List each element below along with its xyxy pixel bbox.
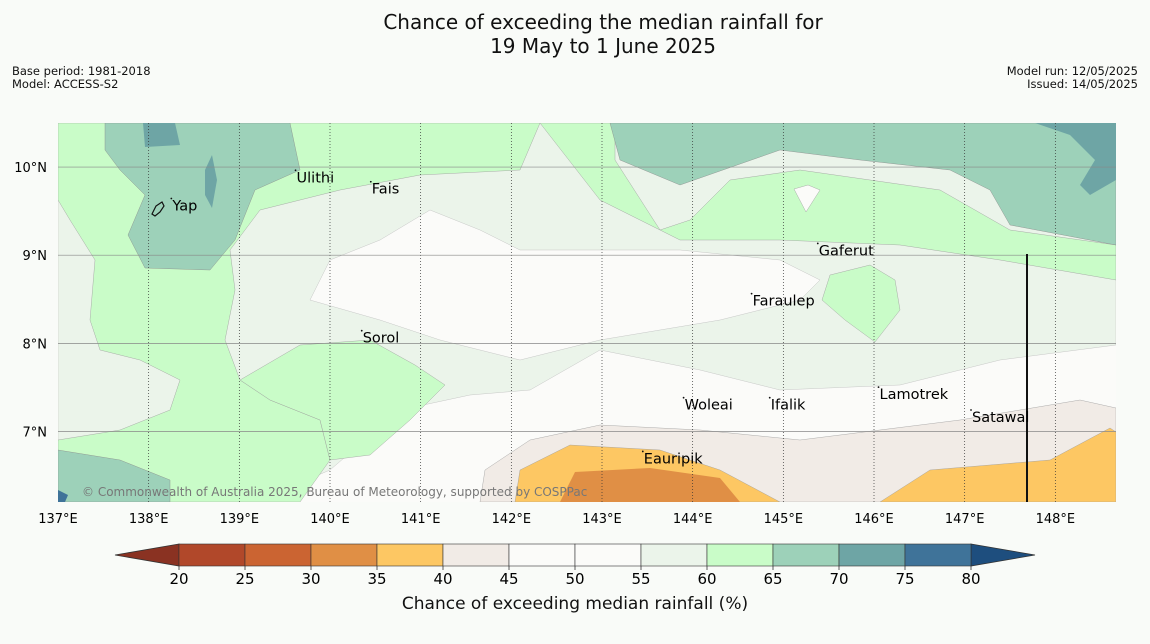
lat-tick-label: 10°N [14,161,47,176]
colorbar-tick-label: 80 [961,570,980,588]
colorbar-tick-label: 45 [499,570,518,588]
lat-tick-label: 9°N [23,249,48,264]
yap-island-outline [151,201,165,217]
colorbar-swatch [178,543,246,567]
place-label: Lamotrek [880,387,949,403]
colorbar-swatch [838,543,906,567]
colorbar-under-arrow [114,543,180,567]
place-label: Sorol [363,331,400,347]
place-marker [768,396,771,399]
colorbar: 20 25 30 35 40 45 50 55 60 65 70 75 80 [114,543,1036,588]
place-label: Gaferut [819,243,874,259]
lon-tick-label: 146°E [854,512,894,527]
colorbar-swatch [310,543,378,567]
colorbar-swatch [442,543,510,567]
lon-tick-label: 139°E [220,512,260,527]
place-label: Satawal [972,410,1029,426]
lon-tick-label: 140°E [310,512,350,527]
colorbar-swatch [772,543,840,567]
colorbar-swatch [574,543,642,567]
colorbar-swatch [376,543,444,567]
place-label: Ulithi [297,170,335,186]
colorbar-tick-label: 25 [235,570,254,588]
place-marker [170,197,173,200]
lon-tick-label: 144°E [673,512,713,527]
place-labels: Yap Ulithi Fais Gaferut Faraulep Sorol Woleai I… [170,169,1029,467]
colorbar-tick-label: 30 [301,570,320,588]
lon-tick-label: 137°E [38,512,78,527]
place-label: Woleai [685,398,733,414]
colorbar-tick-label: 75 [895,570,914,588]
place-label: Fais [372,182,399,198]
colorbar-label: Chance of exceeding median rainfall (%) [401,594,749,614]
copyright-text: © Commonwealth of Australia 2025, Bureau… [82,485,587,499]
place-marker [816,242,819,245]
colorbar-swatch [706,543,774,567]
place-marker [369,180,372,183]
place-label: Ifalik [771,398,806,414]
place-marker [750,292,753,295]
lon-tick-label: 143°E [582,512,622,527]
place-label: Yap [171,198,197,214]
colorbar-over-arrow [970,543,1036,567]
title-line-1: Chance of exceeding the median rainfall … [383,10,823,34]
colorbar-swatch [904,543,972,567]
meta-left: Base period: 1981-2018 Model: ACCESS-S2 [12,65,151,91]
colorbar-swatch [640,543,708,567]
model-name: Model: ACCESS-S2 [12,77,119,91]
place-marker [877,386,880,389]
place-label: Eauripik [644,451,703,467]
colorbar-tick-label: 55 [631,570,650,588]
place-marker [294,169,297,172]
issued-date: Issued: 14/05/2025 [1027,77,1138,91]
map-figure: Yap Ulithi Fais Gaferut Faraulep Sorol Woleai I… [14,123,1116,588]
rainfall-contours [58,123,1116,502]
lon-tick-label: 138°E [129,512,169,527]
colorbar-tick-label: 35 [367,570,386,588]
place-label: Faraulep [753,294,815,310]
chart-title: Chance of exceeding the median rainfall … [0,10,1150,58]
lon-tick-label: 145°E [764,512,804,527]
colorbar-swatch [244,543,312,567]
colorbar-tick-label: 60 [697,570,716,588]
lon-tick-label: 142°E [492,512,532,527]
lat-tick-label: 8°N [23,337,48,352]
colorbar-tick-label: 70 [829,570,848,588]
lat-tick-label: 7°N [23,425,48,440]
place-marker [682,396,685,399]
graticule [58,123,1116,502]
title-line-2: 19 May to 1 June 2025 [490,34,716,58]
place-marker [360,329,363,332]
colorbar-tick-label: 20 [169,570,188,588]
colorbar-swatch [508,543,576,567]
longitude-tick-labels: 137°E 138°E 139°E 140°E 141°E 142°E 143°E 144°E… [38,512,1075,527]
place-marker [641,450,644,453]
base-period: Base period: 1981-2018 [12,64,151,78]
lon-tick-label: 141°E [401,512,441,527]
lon-tick-label: 148°E [1036,512,1076,527]
colorbar-tick-label: 65 [763,570,782,588]
colorbar-tick-label: 40 [433,570,452,588]
model-run: Model run: 12/05/2025 [1006,64,1138,78]
meta-right: Model run: 12/05/2025 Issued: 14/05/2025 [1007,65,1138,91]
latitude-tick-labels: 10°N 9°N 8°N 7°N [14,161,47,440]
place-marker [970,409,972,411]
lon-tick-label: 147°E [945,512,985,527]
colorbar-tick-label: 50 [565,570,584,588]
